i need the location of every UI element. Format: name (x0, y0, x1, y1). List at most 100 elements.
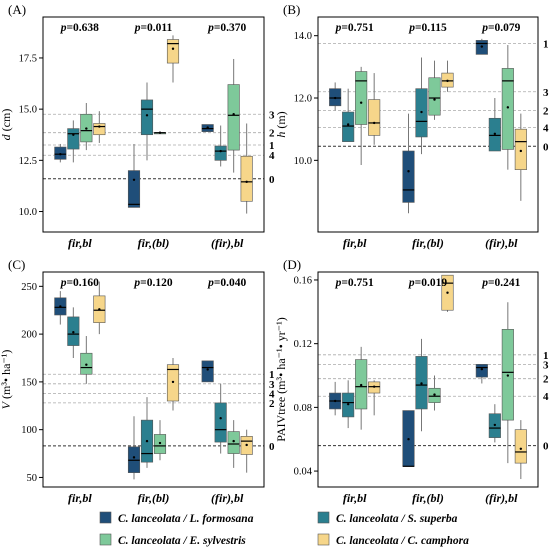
box-body (402, 150, 415, 203)
box-0-0 (54, 143, 67, 163)
box-0-0 (54, 291, 67, 325)
mean-point (480, 45, 484, 48)
mean-point (219, 417, 222, 420)
box-2-3 (514, 420, 527, 480)
legend-item: C. lanceolata / E. sylvestris (99, 533, 246, 547)
y-axis-label: h (m) (274, 111, 288, 137)
reference-line-label: 1 (269, 140, 275, 152)
box-0-1 (342, 88, 355, 142)
box-body (214, 402, 227, 443)
category-label: fir,bl (343, 491, 367, 505)
box-1-2 (153, 420, 167, 461)
box-2-3 (514, 113, 527, 201)
box-body (355, 71, 368, 125)
plot-frame (317, 16, 539, 233)
mean-point (480, 367, 484, 371)
box-2-3 (240, 429, 253, 473)
box-1-1 (140, 82, 154, 161)
p-value: p=0.751 (335, 22, 374, 34)
plot-frame (317, 271, 539, 488)
y-tick-label: 10.0 (294, 156, 312, 167)
legend-swatch (317, 533, 330, 546)
category-label: fir,(bl) (412, 236, 444, 250)
box-1-1 (140, 397, 154, 468)
mean-point (232, 439, 235, 443)
reference-line-label: 4 (543, 391, 549, 403)
legend-swatch (99, 511, 112, 524)
mean-point (219, 149, 222, 153)
legend-label: C. lanceolata / C. camphora (336, 535, 469, 547)
box-2-2 (227, 58, 240, 173)
box-0-1 (67, 307, 80, 358)
mean-point (158, 131, 162, 134)
mean-point (132, 178, 136, 181)
category-label: (fir),bl (211, 236, 244, 250)
box-body (166, 39, 180, 64)
box-body (214, 145, 227, 161)
category-label: fir,(bl) (138, 236, 170, 250)
reference-line-label: 4 (543, 123, 549, 135)
box-1-3 (441, 60, 454, 92)
box-1-3 (166, 358, 180, 411)
mean-point (232, 113, 235, 116)
box-1-2 (428, 375, 441, 411)
panel-label: (C) (8, 257, 25, 272)
mean-point (132, 456, 136, 459)
box-2-2 (501, 302, 514, 464)
mean-point (359, 383, 363, 387)
legend: C. lanceolata / L. formosana C. lanceolat… (99, 511, 469, 547)
mean-point (446, 291, 449, 294)
mean-point (333, 96, 337, 100)
reference-line-label: 1 (543, 350, 549, 362)
box-1-3 (166, 35, 180, 83)
mean-point (493, 423, 497, 427)
mean-point (98, 308, 101, 311)
p-value: p=0.079 (481, 22, 520, 34)
legend-label: C. lanceolata / L. formosana (118, 513, 254, 525)
panel-0: 0 412 3 fir,bl p=0.638 fir,(bl) p=0.011 (fir),b… (0, 2, 275, 250)
y-tick-label: 17.5 (19, 53, 37, 64)
box-0-2 (80, 103, 93, 151)
y-tick-label: 200 (21, 330, 37, 341)
panel-1: 0 4 2 3 1 fir,bl p=0.751 fir,(bl) p=0.115 (fir),b… (274, 2, 549, 250)
mean-point (346, 123, 350, 126)
box-2-3 (240, 123, 253, 214)
box-0-0 (329, 381, 342, 416)
panel-label: (A) (8, 2, 26, 17)
box-1-0 (402, 113, 415, 214)
mean-point (145, 114, 149, 117)
box-body (428, 77, 441, 116)
p-value: p=0.370 (207, 22, 246, 34)
box-body (67, 128, 80, 150)
y-tick-label: 15.0 (19, 105, 37, 116)
y-tick-label: 100 (21, 425, 37, 436)
reference-line-label: 3 (269, 379, 275, 391)
mean-point (145, 439, 149, 443)
legend-swatch (317, 511, 330, 524)
box-body (240, 155, 253, 202)
mean-point (171, 47, 175, 50)
box-body (227, 84, 240, 151)
legend-label: C. lanceolata / E. sylvestris (118, 535, 246, 547)
reference-line-label: 1 (543, 38, 549, 50)
mean-point (171, 380, 175, 384)
mean-point (433, 393, 436, 396)
box-0-0 (329, 82, 342, 111)
mean-point (359, 101, 363, 104)
p-value: p=0.241 (481, 277, 520, 289)
y-tick-label: 50 (27, 473, 38, 484)
box-body (201, 360, 214, 383)
category-label: (fir),bl (485, 236, 518, 250)
mean-point (407, 170, 410, 173)
mean-point (98, 125, 101, 128)
mean-point (85, 127, 88, 130)
mean-point (346, 402, 350, 406)
mean-point (158, 441, 162, 445)
mean-point (433, 98, 436, 101)
category-label: fir,(bl) (412, 491, 444, 505)
legend-label: C. lanceolata / S. superba (336, 513, 458, 525)
category-label: fir,bl (343, 236, 367, 250)
mean-point (59, 152, 62, 156)
mean-point (519, 149, 523, 153)
